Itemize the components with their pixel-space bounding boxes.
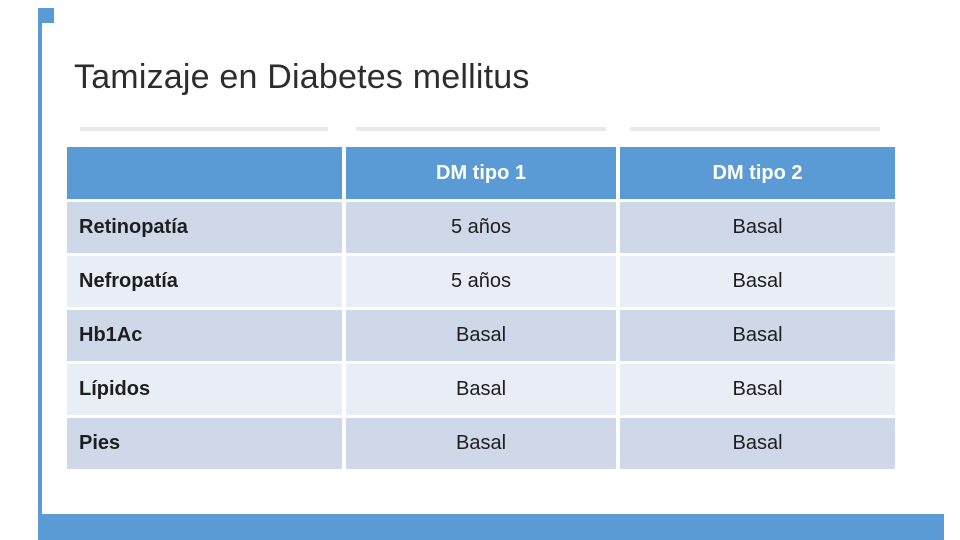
cell-pies-dm1: Basal bbox=[346, 418, 616, 469]
accent-vertical-line bbox=[38, 8, 42, 514]
cell-nefropatia-dm2: Basal bbox=[620, 256, 895, 307]
table-header-dm1: DM tipo 1 bbox=[346, 147, 616, 199]
screening-table: DM tipo 1 DM tipo 2 Retinopatía 5 años B… bbox=[67, 147, 895, 469]
table-top-strip bbox=[356, 127, 606, 131]
row-label-pies: Pies bbox=[67, 418, 342, 469]
row-label-nefropatia: Nefropatía bbox=[67, 256, 342, 307]
cell-hb1ac-dm2: Basal bbox=[620, 310, 895, 361]
accent-square bbox=[38, 8, 54, 23]
cell-lipidos-dm2: Basal bbox=[620, 364, 895, 415]
cell-retinopatia-dm2: Basal bbox=[620, 202, 895, 253]
table-header-dm2: DM tipo 2 bbox=[620, 147, 895, 199]
cell-pies-dm2: Basal bbox=[620, 418, 895, 469]
cell-hb1ac-dm1: Basal bbox=[346, 310, 616, 361]
row-label-retinopatia: Retinopatía bbox=[67, 202, 342, 253]
table-header-empty bbox=[67, 147, 342, 199]
page-title: Tamizaje en Diabetes mellitus bbox=[74, 58, 530, 96]
accent-bottom-bar bbox=[38, 514, 944, 540]
table-top-strip bbox=[630, 127, 880, 131]
cell-retinopatia-dm1: 5 años bbox=[346, 202, 616, 253]
row-label-lipidos: Lípidos bbox=[67, 364, 342, 415]
row-label-hb1ac: Hb1Ac bbox=[67, 310, 342, 361]
cell-nefropatia-dm1: 5 años bbox=[346, 256, 616, 307]
cell-lipidos-dm1: Basal bbox=[346, 364, 616, 415]
table-top-strip bbox=[80, 127, 328, 131]
